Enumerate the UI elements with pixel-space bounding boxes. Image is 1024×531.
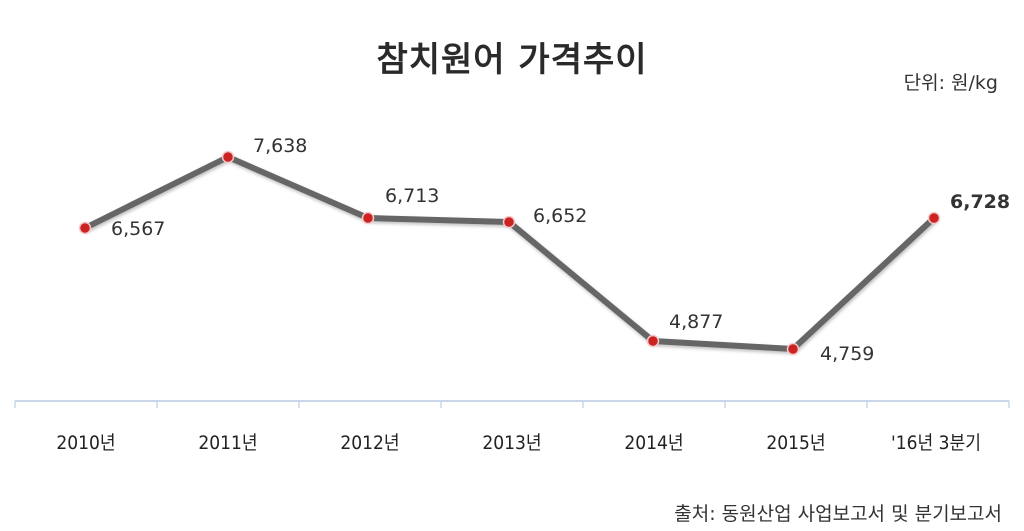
unit-label: 단위: 원/kg xyxy=(903,72,998,94)
data-label: 6,728 xyxy=(950,191,1011,213)
x-tick-label: 2012년 xyxy=(340,432,400,454)
data-label: 4,877 xyxy=(669,311,724,333)
x-tick-label: 2011년 xyxy=(198,432,258,454)
data-label: 6,652 xyxy=(533,205,588,227)
x-axis xyxy=(14,400,1010,408)
x-tick-label: 2015년 xyxy=(766,432,826,454)
data-label: 4,759 xyxy=(820,343,875,365)
x-tick-label: 2010년 xyxy=(56,432,116,454)
price-line xyxy=(82,154,937,352)
data-label: 6,713 xyxy=(385,185,440,207)
x-tick-label: 2013년 xyxy=(482,432,542,454)
data-label: 7,638 xyxy=(253,135,308,157)
source-note: 출처: 동원산업 사업보고서 및 분기보고서 xyxy=(674,503,1002,525)
chart-title: 참치원어 가격추이 xyxy=(376,40,648,80)
x-tick-label: '16년 3분기 xyxy=(891,432,981,454)
data-label: 6,567 xyxy=(111,218,166,240)
data-markers xyxy=(78,150,941,356)
x-tick-label: 2014년 xyxy=(624,432,684,454)
